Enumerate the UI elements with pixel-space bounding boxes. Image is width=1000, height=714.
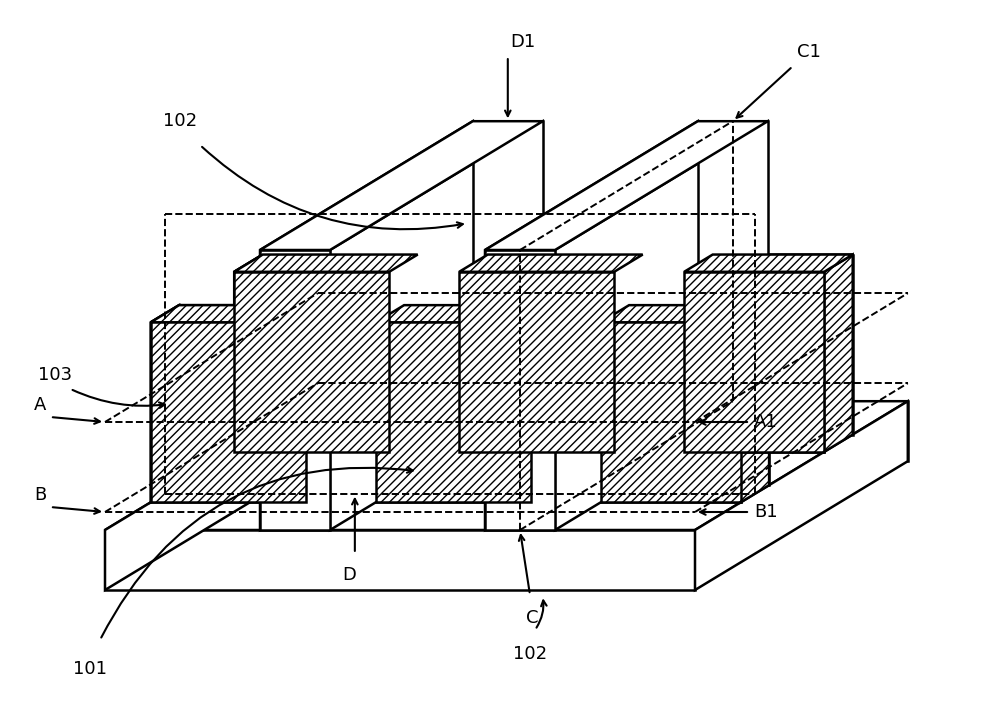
- Polygon shape: [151, 305, 334, 323]
- Text: C: C: [526, 609, 538, 627]
- Polygon shape: [105, 401, 908, 530]
- Polygon shape: [601, 323, 741, 503]
- Text: C1: C1: [797, 44, 821, 61]
- Text: D1: D1: [510, 33, 535, 51]
- Polygon shape: [260, 250, 330, 530]
- Polygon shape: [260, 121, 543, 250]
- Text: B: B: [34, 486, 46, 504]
- Polygon shape: [260, 121, 473, 530]
- Polygon shape: [234, 255, 418, 272]
- Polygon shape: [601, 305, 769, 323]
- Text: 103: 103: [38, 366, 72, 384]
- Polygon shape: [684, 255, 853, 272]
- Polygon shape: [234, 272, 824, 452]
- Polygon shape: [555, 121, 768, 530]
- Polygon shape: [330, 121, 543, 530]
- Polygon shape: [698, 121, 768, 401]
- Polygon shape: [376, 323, 531, 503]
- Text: 102: 102: [513, 645, 547, 663]
- Polygon shape: [824, 255, 853, 452]
- Polygon shape: [151, 305, 769, 323]
- Text: 101: 101: [73, 660, 107, 678]
- Polygon shape: [151, 323, 306, 503]
- Polygon shape: [105, 530, 695, 590]
- Polygon shape: [151, 323, 741, 503]
- Polygon shape: [741, 305, 769, 503]
- Polygon shape: [485, 250, 555, 530]
- Text: 102: 102: [163, 112, 197, 130]
- Text: D: D: [342, 565, 356, 584]
- Polygon shape: [485, 121, 698, 530]
- Polygon shape: [151, 305, 179, 503]
- Polygon shape: [485, 121, 768, 250]
- Polygon shape: [459, 272, 614, 452]
- Polygon shape: [459, 255, 643, 272]
- Polygon shape: [263, 255, 853, 435]
- Polygon shape: [105, 401, 318, 590]
- Polygon shape: [179, 305, 769, 485]
- Polygon shape: [695, 401, 908, 590]
- Text: B1: B1: [754, 503, 778, 521]
- Polygon shape: [473, 121, 543, 401]
- Text: A: A: [34, 396, 46, 414]
- Text: A1: A1: [754, 413, 778, 431]
- Polygon shape: [318, 401, 908, 461]
- Polygon shape: [684, 272, 824, 452]
- Polygon shape: [234, 272, 389, 452]
- Polygon shape: [376, 305, 559, 323]
- Polygon shape: [234, 255, 263, 452]
- Polygon shape: [234, 255, 853, 272]
